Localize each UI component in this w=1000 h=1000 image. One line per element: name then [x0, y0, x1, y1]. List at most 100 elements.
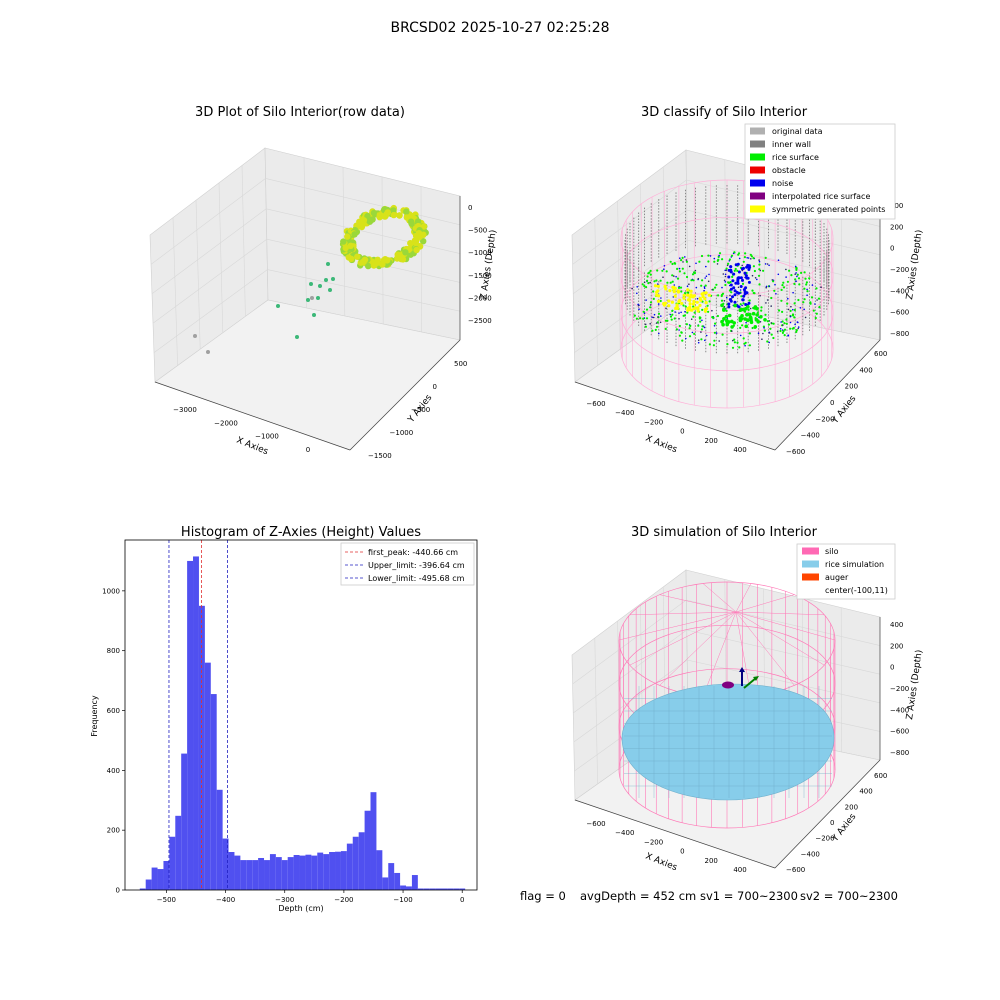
classify-point [707, 280, 710, 283]
classify-point [649, 273, 652, 276]
classify-point [660, 297, 662, 299]
panel-raw-3d: 3D Plot of Silo Interior(row data) −3000… [149, 105, 499, 460]
classify-point [811, 284, 814, 286]
raw-x-tick: −3000 [173, 406, 197, 414]
classify-point [803, 308, 805, 311]
classify-symmetric [701, 294, 705, 299]
hist-bar [429, 888, 436, 890]
classify-rice-cluster [751, 311, 756, 316]
classify-point [739, 334, 742, 337]
hist-ylabel: Frequency [90, 695, 99, 737]
classify-point [635, 317, 639, 320]
hist-bar [139, 888, 146, 890]
classify-point [785, 268, 787, 271]
classify-point [647, 272, 650, 275]
raw-point [364, 212, 371, 220]
classify-noise-cluster [732, 286, 736, 290]
classify-point [694, 269, 697, 272]
raw-y-tick: −500 [411, 406, 430, 414]
raw-point [344, 233, 351, 240]
raw-grid [153, 269, 268, 353]
classify-point [675, 328, 679, 331]
raw-point [380, 257, 388, 264]
classify-noise-cluster [731, 279, 735, 283]
classify-point [709, 255, 712, 257]
classify-point [796, 273, 799, 276]
classify-point [636, 286, 638, 288]
classify-point [760, 306, 763, 309]
classify-point [781, 310, 784, 313]
classify-point [787, 297, 789, 300]
classify-point [676, 267, 679, 270]
classify-point [642, 310, 645, 313]
classify-point [733, 269, 736, 272]
sim-silo-roof [735, 611, 825, 616]
classify-point [786, 302, 789, 305]
classify-point [768, 320, 771, 322]
classify-point [806, 290, 809, 293]
classify-point [789, 309, 792, 312]
classify-point [731, 346, 735, 349]
classify-noise-cluster [729, 287, 733, 291]
classify-rice-cluster [725, 322, 729, 327]
hist-title: Histogram of Z-Axies (Height) Values [181, 525, 421, 540]
classify-rice-cluster [744, 324, 748, 329]
sim-grid [687, 659, 881, 704]
classify-point [653, 313, 656, 316]
classify-legend-swatch [750, 153, 765, 161]
classify-point [678, 334, 682, 337]
hist-legend-frame [340, 542, 475, 586]
classify-point [782, 330, 785, 333]
classify-symmetric [673, 294, 677, 298]
classify-legend-swatch [750, 140, 765, 148]
classify-legend-swatch [750, 192, 765, 200]
classify-point [718, 340, 720, 342]
classify-point [659, 279, 662, 282]
hist-bar [394, 872, 401, 890]
sim-legend-label: silo [825, 547, 839, 556]
classify-point [752, 265, 756, 268]
classify-point [657, 303, 660, 305]
classify-point [739, 292, 742, 294]
classify-point [748, 299, 751, 302]
classify-point [741, 304, 743, 307]
classify-point [669, 313, 671, 316]
hist-y-tick-label: 200 [107, 827, 120, 835]
classify-point [649, 304, 652, 306]
raw-point [193, 334, 197, 338]
classify-x-tick: 400 [733, 446, 746, 454]
hist-bar [222, 838, 229, 890]
classify-noise-cluster [745, 265, 749, 269]
classify-point [669, 315, 673, 318]
hist-y-tick-label: 0 [116, 887, 120, 895]
classify-point [671, 274, 674, 277]
classify-symmetric [692, 299, 696, 304]
classify-symmetric [675, 304, 679, 308]
classify-point [783, 322, 786, 325]
classify-point [817, 297, 821, 300]
classify-grid [640, 183, 644, 333]
classify-x-tick: −200 [644, 418, 663, 426]
hist-bar [246, 860, 253, 890]
classify-point [706, 304, 709, 307]
classify-noise-cluster [737, 270, 741, 274]
raw-point [306, 298, 310, 302]
classify-point [723, 300, 726, 302]
classify-point [781, 320, 784, 323]
classify-point [700, 331, 702, 333]
classify-point [782, 281, 785, 284]
hist-bar [370, 792, 377, 890]
classify-point [740, 295, 743, 298]
classify-point [678, 324, 681, 328]
hist-legend-label: Upper_limit: -396.64 cm [368, 561, 465, 570]
classify-grid [573, 239, 688, 324]
classify-point [671, 262, 674, 266]
classify-point [794, 278, 797, 281]
classify-noise-cluster [744, 274, 748, 278]
classify-point [711, 309, 713, 312]
classify-point [761, 338, 763, 341]
classify-point [785, 276, 787, 278]
classify-point [631, 287, 633, 290]
classify-point [680, 259, 683, 262]
classify-point [737, 252, 741, 255]
